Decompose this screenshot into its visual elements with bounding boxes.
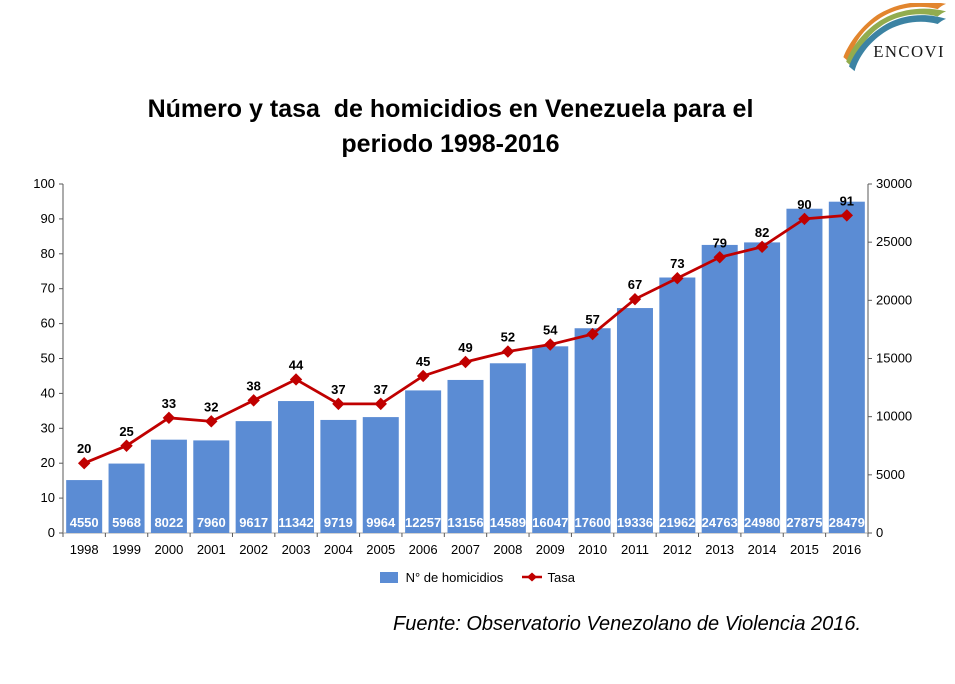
svg-text:2011: 2011 bbox=[621, 542, 649, 557]
svg-text:25000: 25000 bbox=[876, 234, 912, 249]
svg-text:52: 52 bbox=[501, 330, 515, 345]
svg-text:2014: 2014 bbox=[748, 542, 777, 557]
svg-text:2007: 2007 bbox=[451, 542, 480, 557]
svg-text:14589: 14589 bbox=[490, 515, 526, 530]
svg-text:2010: 2010 bbox=[578, 542, 607, 557]
svg-text:67: 67 bbox=[628, 277, 642, 292]
svg-text:2004: 2004 bbox=[324, 542, 353, 557]
svg-text:30: 30 bbox=[41, 420, 55, 435]
svg-text:13156: 13156 bbox=[447, 515, 483, 530]
svg-text:2002: 2002 bbox=[239, 542, 268, 557]
svg-text:17600: 17600 bbox=[575, 515, 611, 530]
svg-text:24980: 24980 bbox=[744, 515, 780, 530]
svg-text:12257: 12257 bbox=[405, 515, 441, 530]
svg-text:25: 25 bbox=[119, 424, 133, 439]
svg-text:9617: 9617 bbox=[239, 515, 268, 530]
svg-text:9719: 9719 bbox=[324, 515, 353, 530]
svg-text:90: 90 bbox=[797, 197, 811, 212]
svg-text:45: 45 bbox=[416, 354, 430, 369]
svg-text:33: 33 bbox=[162, 396, 176, 411]
svg-text:2012: 2012 bbox=[663, 542, 692, 557]
svg-text:70: 70 bbox=[41, 281, 55, 296]
svg-text:16047: 16047 bbox=[532, 515, 568, 530]
svg-text:8022: 8022 bbox=[154, 515, 183, 530]
svg-text:91: 91 bbox=[840, 193, 854, 208]
svg-text:73: 73 bbox=[670, 256, 684, 271]
svg-text:20000: 20000 bbox=[876, 292, 912, 307]
svg-text:37: 37 bbox=[374, 382, 388, 397]
svg-text:44: 44 bbox=[289, 357, 304, 372]
svg-text:30000: 30000 bbox=[876, 176, 912, 191]
svg-text:4550: 4550 bbox=[70, 515, 99, 530]
svg-text:24763: 24763 bbox=[702, 515, 738, 530]
svg-text:80: 80 bbox=[41, 246, 55, 261]
svg-text:28479: 28479 bbox=[829, 515, 865, 530]
svg-text:90: 90 bbox=[41, 211, 55, 226]
svg-text:19336: 19336 bbox=[617, 515, 653, 530]
svg-text:20: 20 bbox=[41, 455, 55, 470]
svg-text:2013: 2013 bbox=[705, 542, 734, 557]
svg-text:79: 79 bbox=[712, 235, 726, 250]
svg-text:0: 0 bbox=[876, 525, 883, 540]
svg-text:9964: 9964 bbox=[366, 515, 396, 530]
svg-text:7960: 7960 bbox=[197, 515, 226, 530]
svg-text:100: 100 bbox=[33, 176, 55, 191]
svg-text:2008: 2008 bbox=[493, 542, 522, 557]
svg-text:15000: 15000 bbox=[876, 351, 912, 366]
svg-text:2015: 2015 bbox=[790, 542, 819, 557]
svg-text:49: 49 bbox=[458, 340, 472, 355]
svg-text:5000: 5000 bbox=[876, 467, 905, 482]
svg-text:27875: 27875 bbox=[786, 515, 822, 530]
svg-text:11342: 11342 bbox=[278, 515, 313, 530]
svg-text:1999: 1999 bbox=[112, 542, 141, 557]
svg-text:2005: 2005 bbox=[366, 542, 395, 557]
svg-text:50: 50 bbox=[41, 351, 55, 366]
svg-text:10000: 10000 bbox=[876, 409, 912, 424]
svg-text:2000: 2000 bbox=[154, 542, 183, 557]
svg-text:54: 54 bbox=[543, 323, 558, 338]
svg-text:1998: 1998 bbox=[70, 542, 99, 557]
svg-text:2006: 2006 bbox=[409, 542, 438, 557]
svg-text:5968: 5968 bbox=[112, 515, 141, 530]
svg-text:57: 57 bbox=[585, 312, 599, 327]
svg-text:2001: 2001 bbox=[197, 542, 226, 557]
svg-text:ENCOVI: ENCOVI bbox=[873, 42, 945, 61]
svg-text:2009: 2009 bbox=[536, 542, 565, 557]
svg-text:21962: 21962 bbox=[659, 515, 695, 530]
svg-text:2003: 2003 bbox=[282, 542, 311, 557]
svg-text:0: 0 bbox=[48, 525, 55, 540]
svg-text:38: 38 bbox=[246, 378, 260, 393]
svg-text:37: 37 bbox=[331, 382, 345, 397]
svg-text:10: 10 bbox=[41, 490, 55, 505]
svg-text:32: 32 bbox=[204, 399, 218, 414]
svg-text:60: 60 bbox=[41, 316, 55, 331]
svg-text:2016: 2016 bbox=[832, 542, 861, 557]
svg-text:40: 40 bbox=[41, 385, 55, 400]
svg-text:20: 20 bbox=[77, 441, 91, 456]
svg-text:82: 82 bbox=[755, 225, 769, 240]
